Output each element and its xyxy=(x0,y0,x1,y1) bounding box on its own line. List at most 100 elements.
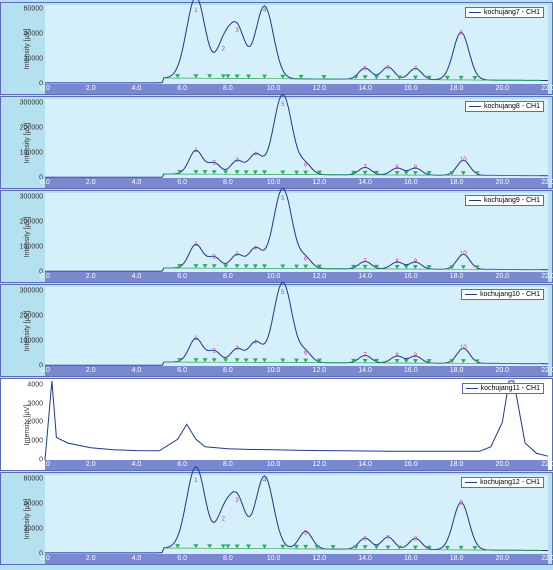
x-tick-label: 12.0 xyxy=(313,461,327,468)
baseline-marker-icon xyxy=(244,170,249,174)
peak-label: 2 xyxy=(213,255,217,261)
peak-label: 2 xyxy=(213,161,217,167)
chromatogram-panel: Intensity [μV]01000002000003000001234567… xyxy=(0,190,553,283)
x-tick-label: 20.0 xyxy=(495,179,509,186)
legend-label: kochujang10 - CH1 xyxy=(480,291,540,298)
y-tick-label: 100000 xyxy=(20,243,43,250)
y-tick-label: 4000 xyxy=(27,381,43,388)
baseline-marker-icon xyxy=(193,358,198,362)
baseline-marker-icon xyxy=(253,170,258,174)
baseline-marker-icon xyxy=(221,544,226,548)
baseline-marker-icon xyxy=(207,74,212,78)
legend: kochujang10 - CH1 xyxy=(461,289,544,300)
x-tick-label: 8.0 xyxy=(223,179,233,186)
x-tick-label: 10.0 xyxy=(267,273,281,280)
baseline-marker-icon xyxy=(223,170,228,174)
baseline-marker-icon xyxy=(472,76,477,80)
baseline-marker-icon xyxy=(395,265,400,269)
baseline-marker-icon xyxy=(363,75,368,79)
x-tick-label: 16.0 xyxy=(404,179,418,186)
y-tick-label: 40000 xyxy=(24,500,43,507)
x-tick-label: 16.0 xyxy=(404,461,418,468)
x-tick-label: 18.0 xyxy=(450,367,464,374)
x-tick-label: 20.0 xyxy=(495,555,509,562)
peak-label: 5 xyxy=(281,102,285,108)
baseline-marker-icon xyxy=(294,545,299,549)
y-tick-label: 100000 xyxy=(20,337,43,344)
x-tick-label: 22.0 xyxy=(541,461,553,468)
peak-label: 4 xyxy=(263,478,267,484)
baseline-marker-icon xyxy=(221,74,226,78)
baseline-marker-icon xyxy=(175,74,180,78)
y-tick-label: 1000 xyxy=(27,438,43,445)
baseline-marker-icon xyxy=(472,546,477,550)
y-tick-label: 200000 xyxy=(20,218,43,225)
x-axis-bar: 0.02.04.06.08.010.012.014.016.018.020.02… xyxy=(45,460,548,470)
baseline-marker-icon xyxy=(193,74,198,78)
x-tick-label: 10.0 xyxy=(267,179,281,186)
y-tick-label: 200000 xyxy=(20,124,43,131)
x-tick-label: 4.0 xyxy=(132,555,142,562)
x-tick-label: 0.0 xyxy=(40,85,50,92)
baseline-marker-icon xyxy=(461,265,466,269)
baseline-marker-icon xyxy=(374,545,379,549)
baseline-marker-icon xyxy=(280,171,285,175)
baseline-marker-icon xyxy=(413,546,418,550)
baseline-marker-icon xyxy=(235,358,240,362)
y-tick-label: 300000 xyxy=(20,99,43,106)
baseline-marker-icon xyxy=(385,75,390,79)
x-tick-label: 2.0 xyxy=(86,85,96,92)
x-tick-label: 16.0 xyxy=(404,367,418,374)
legend-line-icon xyxy=(469,106,481,107)
x-tick-label: 14.0 xyxy=(358,179,372,186)
peak-label: 3 xyxy=(235,28,239,34)
peak-label: 6 xyxy=(363,537,367,543)
legend-label: kochujang11 - CH1 xyxy=(481,385,540,392)
plot-area: 020000400006000012345678kochujang7 - CH1 xyxy=(45,5,548,84)
y-tick-label: 100000 xyxy=(20,149,43,156)
x-tick-label: 2.0 xyxy=(86,273,96,280)
x-tick-label: 6.0 xyxy=(177,85,187,92)
baseline-marker-icon xyxy=(175,544,180,548)
x-tick-label: 2.0 xyxy=(86,179,96,186)
baseline-marker-icon xyxy=(193,264,198,268)
baseline-marker-icon xyxy=(461,171,466,175)
x-tick-label: 14.0 xyxy=(358,367,372,374)
peak-label: 1 xyxy=(194,478,198,484)
baseline-marker-icon xyxy=(235,264,240,268)
x-tick-label: 14.0 xyxy=(358,555,372,562)
baseline-marker-icon xyxy=(223,358,228,362)
baseline-marker-icon xyxy=(193,544,198,548)
baseline-marker-icon xyxy=(459,76,464,80)
x-tick-label: 20.0 xyxy=(495,273,509,280)
baseline-marker-icon xyxy=(395,171,400,175)
plot-area: 0200004000060000123456789kochujang12 - C… xyxy=(45,475,548,554)
x-tick-label: 10.0 xyxy=(267,461,281,468)
baseline-marker-icon xyxy=(193,170,198,174)
x-tick-label: 2.0 xyxy=(86,555,96,562)
peak-label: 5 xyxy=(281,290,285,296)
baseline-marker-icon xyxy=(459,546,464,550)
baseline-marker-icon xyxy=(303,545,308,549)
x-tick-label: 14.0 xyxy=(358,461,372,468)
baseline-marker-icon xyxy=(461,359,466,363)
x-axis-bar: 0.02.04.06.08.010.012.014.016.018.020.02… xyxy=(45,84,548,94)
baseline-marker-icon xyxy=(262,75,267,79)
x-tick-label: 22.0 xyxy=(541,273,553,280)
baseline-marker-icon xyxy=(404,359,409,363)
peak-label: 3 xyxy=(235,158,239,164)
x-tick-label: 4.0 xyxy=(132,367,142,374)
x-tick-label: 10.0 xyxy=(267,555,281,562)
baseline-marker-icon xyxy=(294,171,299,175)
legend: kochujang9 - CH1 xyxy=(465,195,544,206)
baseline-marker-icon xyxy=(244,264,249,268)
x-tick-label: 8.0 xyxy=(223,461,233,468)
baseline-marker-icon xyxy=(294,359,299,363)
legend: kochujang7 - CH1 xyxy=(465,7,544,18)
baseline-marker-icon xyxy=(363,359,368,363)
chromatogram-panel: Intensity [μV]01000002000003000001234567… xyxy=(0,96,553,189)
baseline-marker-icon xyxy=(303,265,308,269)
x-tick-label: 14.0 xyxy=(358,273,372,280)
baseline-marker-icon xyxy=(280,75,285,79)
legend-line-icon xyxy=(466,388,478,389)
